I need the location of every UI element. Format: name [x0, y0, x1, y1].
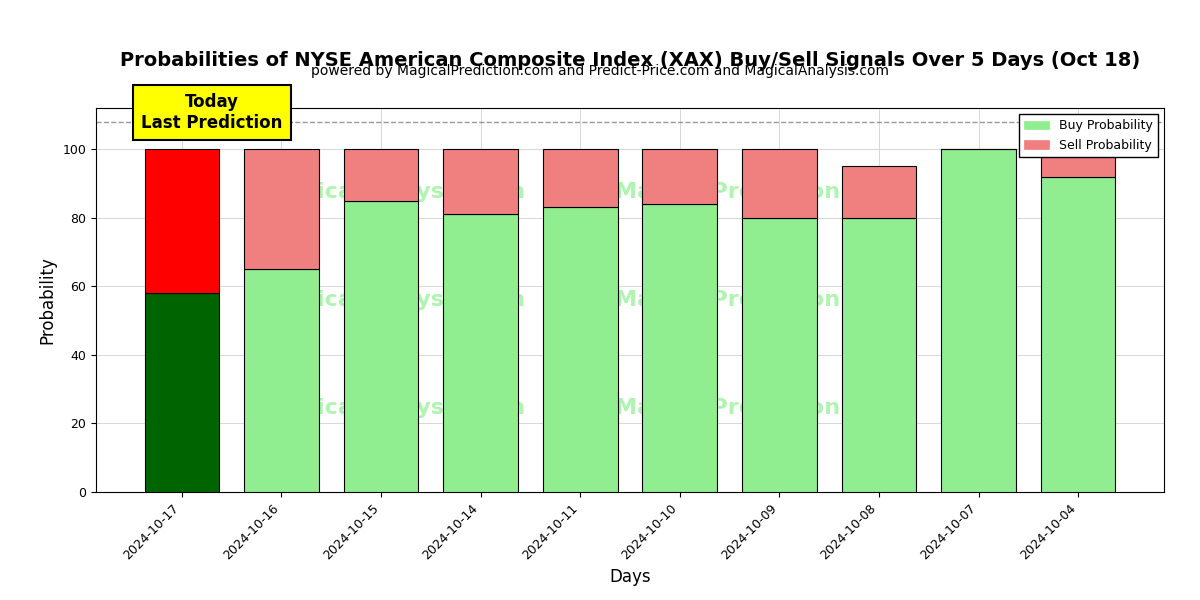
Bar: [841, 166, 917, 218]
Text: MagicalAnalysis.com: MagicalAnalysis.com: [264, 290, 526, 310]
Text: MagicalPrediction.com: MagicalPrediction.com: [616, 182, 901, 202]
Text: Today
Last Prediction: Today Last Prediction: [142, 93, 282, 132]
Bar: [144, 149, 220, 293]
Bar: [742, 218, 817, 492]
Bar: [642, 204, 718, 492]
Legend: Buy Probability, Sell Probability: Buy Probability, Sell Probability: [1019, 114, 1158, 157]
Bar: [244, 149, 319, 269]
Bar: [343, 200, 419, 492]
Bar: [244, 269, 319, 492]
X-axis label: Days: Days: [610, 568, 650, 586]
Bar: [542, 149, 618, 208]
Bar: [542, 208, 618, 492]
Title: Probabilities of NYSE American Composite Index (XAX) Buy/Sell Signals Over 5 Day: Probabilities of NYSE American Composite…: [120, 52, 1140, 70]
Text: MagicalPrediction.com: MagicalPrediction.com: [616, 398, 901, 418]
Y-axis label: Probability: Probability: [38, 256, 56, 344]
Text: MagicalPrediction.com: MagicalPrediction.com: [616, 290, 901, 310]
Bar: [343, 149, 419, 200]
Text: powered by MagicalPrediction.com and Predict-Price.com and MagicalAnalysis.com: powered by MagicalPrediction.com and Pre…: [311, 64, 889, 78]
Bar: [1040, 176, 1116, 492]
Bar: [841, 218, 917, 492]
Bar: [941, 149, 1016, 492]
Bar: [443, 214, 518, 492]
Bar: [742, 149, 817, 218]
Bar: [642, 149, 718, 204]
Bar: [1040, 149, 1116, 176]
Text: MagicalAnalysis.com: MagicalAnalysis.com: [264, 398, 526, 418]
Bar: [144, 293, 220, 492]
Bar: [443, 149, 518, 214]
Text: MagicalAnalysis.com: MagicalAnalysis.com: [264, 182, 526, 202]
